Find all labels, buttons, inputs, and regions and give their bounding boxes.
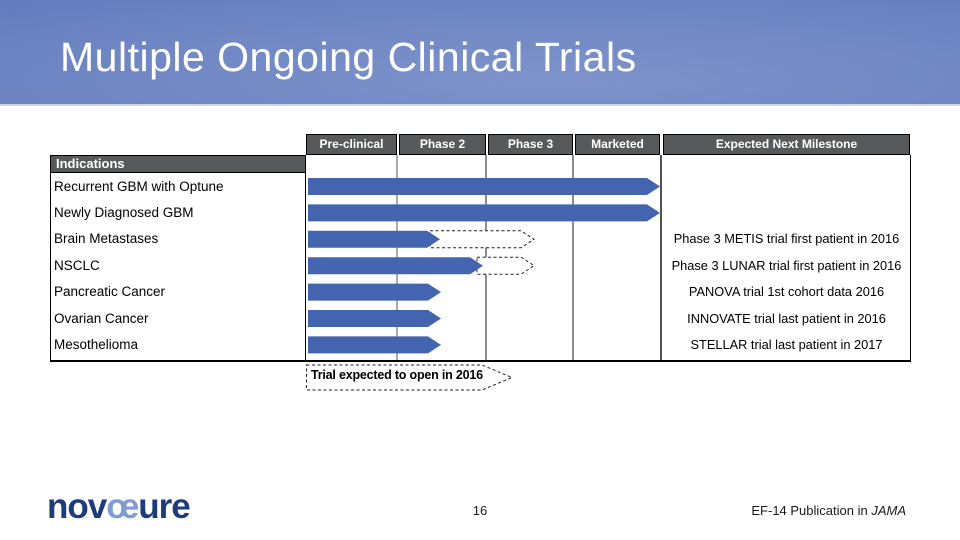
trial-progress-arrow [308, 257, 483, 275]
logo-ligature: œ [106, 487, 139, 526]
gantt-arrows-layer [308, 155, 662, 360]
indication-label: Mesothelioma [54, 336, 139, 352]
milestone-text: STELLAR trial last patient in 2017 [690, 336, 883, 352]
legend-dashed-arrow [306, 364, 514, 391]
indication-label: Pancreatic Cancer [54, 284, 166, 300]
footer-citation-journal: JAMA [871, 503, 906, 518]
trial-progress-arrow [308, 310, 441, 327]
column-header-preclinical: Pre-clinical [306, 134, 397, 155]
trial-progress-arrow [308, 178, 660, 195]
footer-citation-text: EF-14 Publication in [751, 503, 872, 518]
expected-trial-dashed-arrow [429, 230, 535, 249]
logo-part-1: nov [47, 487, 107, 526]
indication-label: NSCLC [54, 257, 100, 273]
trial-progress-arrow [308, 336, 441, 354]
milestone-text: Phase 3 LUNAR trial first patient in 201… [671, 257, 902, 273]
milestone-text: Phase 3 METIS trial first patient in 201… [673, 231, 900, 247]
column-header-phase2: Phase 2 [399, 134, 486, 155]
expected-trial-dashed-arrow [476, 256, 535, 275]
novocure-logo: novœure [47, 487, 191, 526]
column-header-marketed: Marketed [575, 134, 660, 155]
indication-label: Recurrent GBM with Optune [54, 178, 224, 194]
column-header-phase3: Phase 3 [488, 134, 573, 155]
indication-label: Ovarian Cancer [54, 310, 149, 326]
logo-part-2: ure [138, 487, 190, 526]
legend-label: Trial expected to open in 2016 [311, 368, 483, 382]
column-header-milestone: Expected Next Milestone [663, 134, 910, 155]
milestone-text: INNOVATE trial last patient in 2016 [687, 310, 886, 326]
indication-label: Brain Metastases [54, 231, 159, 247]
slide-title: Multiple Ongoing Clinical Trials [60, 34, 637, 80]
indications-header: Indications [50, 155, 306, 173]
footer-citation: EF-14 Publication in JAMA [751, 503, 906, 518]
trial-progress-arrow [308, 283, 441, 301]
page-number: 16 [472, 503, 488, 518]
indications-panel [50, 173, 306, 362]
indication-label: Newly Diagnosed GBM [54, 204, 194, 220]
trial-progress-arrow [308, 230, 440, 248]
milestone-text: PANOVA trial 1st cohort data 2016 [688, 284, 885, 300]
trial-progress-arrow [308, 204, 660, 222]
title-band: Multiple Ongoing Clinical Trials [0, 0, 960, 106]
